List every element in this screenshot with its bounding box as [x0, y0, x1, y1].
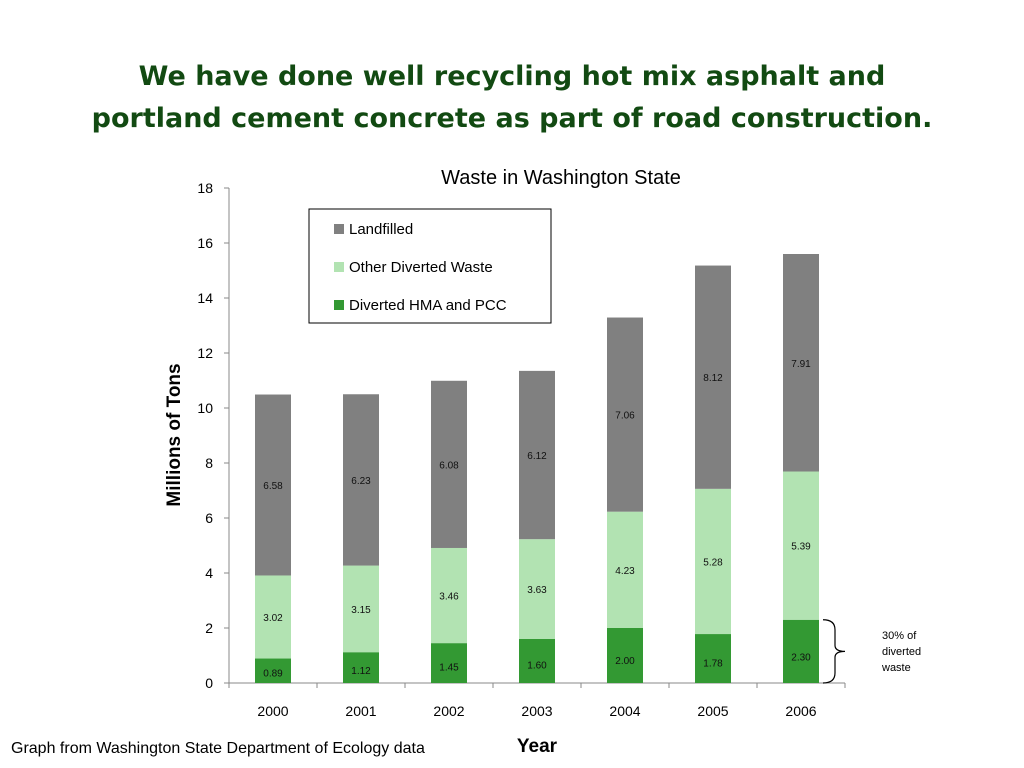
data-label: 6.08 — [439, 460, 459, 471]
y-tick-label: 6 — [205, 510, 213, 526]
data-label: 3.02 — [263, 613, 283, 624]
data-label: 6.23 — [351, 476, 371, 487]
bar-segment — [343, 565, 379, 653]
data-label: 7.06 — [615, 411, 635, 422]
slide-title-line-1: We have done well recycling hot mix asph… — [138, 61, 886, 92]
source-note: Graph from Washington State Department o… — [11, 740, 425, 757]
x-tick-label: 2001 — [345, 703, 376, 719]
y-tick-label: 0 — [205, 675, 213, 691]
slide-title-line-2: portland cement concrete as part of road… — [91, 103, 933, 134]
bar-segment — [695, 634, 731, 683]
legend-label: Diverted HMA and PCC — [349, 297, 507, 314]
data-label: 1.60 — [527, 661, 547, 672]
data-label: 6.12 — [527, 451, 547, 462]
bar-segment — [255, 394, 291, 576]
x-tick-label: 2003 — [521, 703, 552, 719]
bar-segment — [519, 370, 555, 540]
x-tick-label: 2002 — [433, 703, 464, 719]
bar-segment — [431, 547, 467, 644]
bar-segment — [783, 471, 819, 620]
x-tick-label: 2004 — [609, 703, 640, 719]
y-tick-label: 18 — [197, 180, 213, 196]
bar-segment — [343, 394, 379, 566]
data-label: 7.91 — [791, 359, 811, 370]
data-label: 0.89 — [263, 669, 283, 680]
annotation-text: 30% of — [882, 630, 917, 642]
data-label: 3.63 — [527, 585, 547, 596]
y-axis-title: Millions of Tons — [164, 363, 185, 506]
legend-swatch — [334, 262, 344, 272]
data-label: 4.23 — [615, 566, 635, 577]
annotation-brace — [822, 619, 846, 684]
annotation-text: diverted — [882, 646, 921, 658]
y-tick-label: 14 — [197, 290, 213, 306]
bar-segment — [519, 639, 555, 683]
data-label: 1.45 — [439, 662, 459, 673]
slide-title: We have done well recycling hot mix asph… — [30, 56, 994, 140]
y-tick-label: 8 — [205, 455, 213, 471]
legend-box — [308, 208, 552, 324]
legend-swatch — [334, 224, 344, 234]
data-label: 8.12 — [703, 373, 723, 384]
bar-segment — [519, 539, 555, 639]
bar-segment — [431, 643, 467, 683]
data-label: 1.12 — [351, 666, 371, 677]
bar-segment — [607, 317, 643, 512]
bar-segment — [431, 380, 467, 548]
annotation-text: waste — [881, 662, 911, 674]
y-tick-label: 2 — [205, 620, 213, 636]
bar-segment — [343, 652, 379, 683]
data-label: 1.78 — [703, 658, 723, 669]
data-label: 2.00 — [615, 656, 635, 667]
bar-segment — [255, 575, 291, 659]
y-tick-label: 10 — [197, 400, 213, 416]
y-tick-label: 16 — [197, 235, 213, 251]
legend-swatch — [334, 300, 344, 310]
bar-segment — [695, 265, 731, 489]
bar-segment — [783, 254, 819, 472]
bar-segment — [607, 628, 643, 683]
data-label: 5.28 — [703, 557, 723, 568]
legend-label: Landfilled — [349, 221, 413, 238]
x-tick-label: 2006 — [785, 703, 816, 719]
data-label: 3.15 — [351, 605, 371, 616]
data-label: 2.30 — [791, 652, 811, 663]
bar-segment — [607, 511, 643, 628]
y-tick-label: 12 — [197, 345, 213, 361]
data-label: 6.58 — [263, 481, 283, 492]
legend-label: Other Diverted Waste — [349, 259, 493, 276]
x-tick-label: 2000 — [257, 703, 288, 719]
chart-title: Waste in Washington State — [441, 167, 681, 189]
x-tick-label: 2005 — [697, 703, 728, 719]
data-label: 5.39 — [791, 542, 811, 553]
bar-segment — [783, 619, 819, 683]
bar-segment — [255, 658, 291, 683]
x-axis-title: Year — [517, 736, 558, 757]
bar-segment — [695, 488, 731, 635]
data-label: 3.46 — [439, 592, 459, 603]
y-tick-label: 4 — [205, 565, 213, 581]
